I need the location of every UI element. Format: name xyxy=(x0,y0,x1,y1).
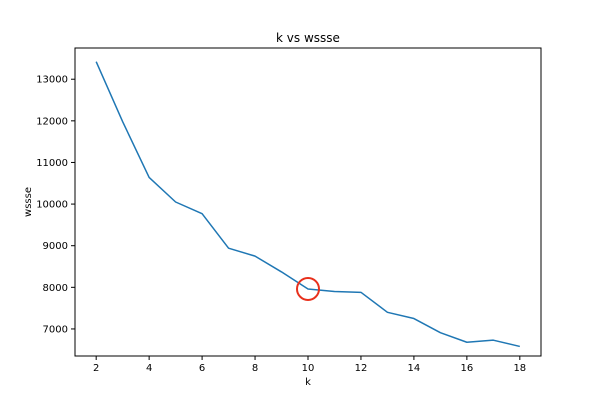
plot-frame xyxy=(74,47,542,357)
series-line xyxy=(95,61,520,348)
x-tick-label: 4 xyxy=(146,363,152,374)
x-tick-label: 6 xyxy=(199,363,205,374)
x-tick-label: 2 xyxy=(93,363,99,374)
x-tick-label: 10 xyxy=(302,363,315,374)
x-tick-label: 12 xyxy=(355,363,368,374)
x-axis: 2 4 6 8 10 12 14 16 18 xyxy=(93,356,526,374)
x-tick-label: 14 xyxy=(408,363,421,374)
y-axis: 7000 8000 9000 10000 11000 12000 13000 xyxy=(36,75,75,335)
y-tick-label: 7000 xyxy=(43,324,68,335)
data-points xyxy=(96,62,520,347)
y-tick-label: 11000 xyxy=(36,158,68,169)
y-tick-label: 12000 xyxy=(36,116,68,127)
y-tick-label: 8000 xyxy=(43,283,68,294)
chart-title: k vs wssse xyxy=(276,31,340,45)
x-tick-label: 16 xyxy=(460,363,473,374)
x-tick-label: 18 xyxy=(513,363,526,374)
x-axis-label: k xyxy=(305,377,311,388)
x-tick-label: 8 xyxy=(252,363,258,374)
y-tick-label: 10000 xyxy=(36,200,68,211)
y-tick-label: 9000 xyxy=(43,241,68,252)
y-axis-label: wssse xyxy=(23,187,34,217)
y-tick-label: 13000 xyxy=(36,75,68,86)
highlight-circle-marker xyxy=(296,276,320,301)
